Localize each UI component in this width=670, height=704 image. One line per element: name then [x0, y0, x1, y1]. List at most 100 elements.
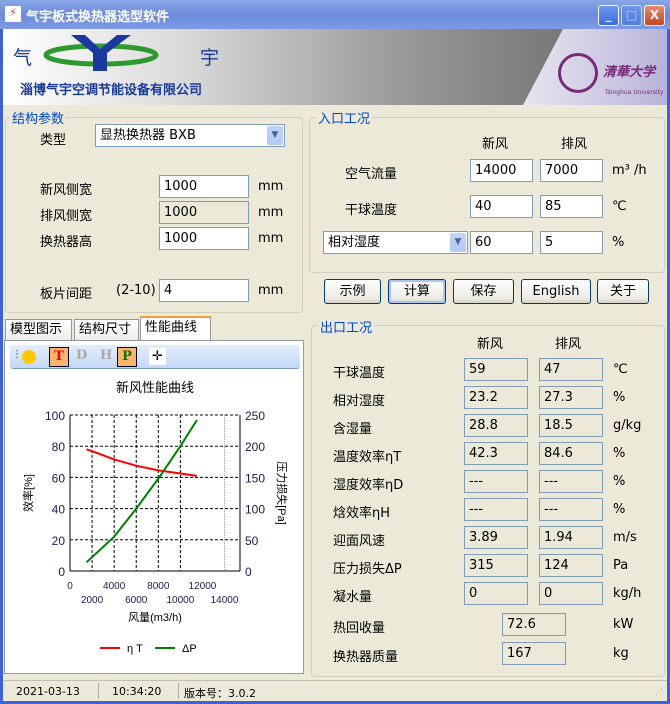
about-button[interactable]: 关于	[597, 279, 649, 304]
company-name: 淄博气宇空调节能设备有限公司	[20, 83, 203, 98]
status-version: 版本号：3.0.2	[184, 687, 256, 700]
outlet-exhaust-value: 0	[539, 582, 603, 605]
inlet-row-label: 干球温度	[345, 203, 398, 218]
outlet-col-exhaust: 排风	[555, 337, 582, 352]
x-tick-label: 2000	[81, 595, 104, 606]
performance-chart: 新风性能曲线 0 20 40 60 80 100 0 50 100 150 200 250 0 2000 40…	[21, 380, 289, 655]
type-label: 类型	[40, 133, 67, 148]
x-tick-label: 14000	[211, 595, 239, 606]
outlet-fresh-value: 28.8	[464, 414, 528, 437]
y-tick-label: 40	[52, 503, 66, 517]
tab-dimensions[interactable]: 结构尺寸	[74, 319, 139, 341]
inlet-group-title: 入口工况	[316, 108, 373, 127]
tab-performance[interactable]: 性能曲线	[140, 316, 211, 341]
structure-field-label: 换热器高	[40, 235, 93, 250]
inlet-col-fresh: 新风	[482, 137, 509, 152]
spacing-unit: mm	[258, 283, 284, 298]
outlet-fresh-value: 23.2	[464, 386, 528, 409]
outlet-fresh-value: ---	[464, 470, 528, 493]
status-time: 10:34:20	[112, 685, 162, 698]
save-button[interactable]: 保存	[453, 279, 514, 304]
outlet-exhaust-value: 47	[539, 358, 603, 381]
outlet-fresh-value: 0	[464, 582, 528, 605]
maximize-button[interactable]: □	[621, 5, 642, 26]
y2-axis-label: 压力损失[Pa]	[275, 461, 289, 525]
outlet-exhaust-value: 18.5	[539, 414, 603, 437]
inlet-humidity-unit: %	[612, 235, 625, 250]
sun-icon[interactable]	[22, 350, 36, 364]
outlet-row-unit: %	[613, 474, 626, 489]
outlet-row-unit: %	[613, 446, 626, 461]
outlet-group	[311, 325, 665, 677]
structure-field-input[interactable]: 1000	[159, 227, 249, 250]
tab-model[interactable]: 模型图示	[5, 319, 72, 341]
x-tick-label: 0	[67, 581, 73, 592]
inlet-fresh-input[interactable]: 40	[470, 195, 533, 218]
x-tick-label: 10000	[166, 595, 194, 606]
toggle-d-button[interactable]: D	[76, 348, 88, 363]
structure-field-input[interactable]: 1000	[159, 175, 249, 198]
inlet-humidity-fresh[interactable]: 60	[470, 231, 533, 254]
outlet-row-label: 含湿量	[333, 422, 373, 437]
outlet-total-value: 72.6	[502, 613, 566, 636]
outlet-fresh-value: ---	[464, 498, 528, 521]
x-tick-label: 8000	[147, 581, 170, 592]
chevron-down-icon: ▼	[267, 126, 283, 145]
outlet-fresh-value: 59	[464, 358, 528, 381]
y2-tick-label: 200	[245, 440, 265, 454]
humidity-type-select[interactable]: 相对湿度 ▼	[323, 231, 468, 254]
outlet-row-label: 相对湿度	[333, 394, 386, 409]
outlet-row-unit: m/s	[613, 530, 637, 545]
inlet-row-unit: m³ /h	[612, 163, 647, 178]
y2-tick-label: 50	[245, 534, 259, 548]
university-name: 清華大学	[603, 65, 656, 80]
y2-tick-label: 150	[245, 471, 265, 485]
legend-label: ΔP	[182, 643, 197, 655]
company-logo	[43, 35, 159, 71]
x-axis-label: 风量(m3/h)	[128, 611, 182, 624]
x-tick-label: 4000	[103, 581, 126, 592]
inlet-col-exhaust: 排风	[561, 137, 588, 152]
inlet-row-label: 空气流量	[345, 167, 398, 182]
outlet-total-value: 167	[502, 642, 566, 665]
structure-field-input: 1000	[159, 201, 249, 224]
outlet-exhaust-value: 84.6	[539, 442, 603, 465]
app-icon: ⚡	[5, 6, 21, 22]
tab-panel	[4, 340, 304, 674]
resize-grip-icon[interactable]: ⋰	[655, 687, 663, 696]
move-icon[interactable]: ✛	[149, 348, 166, 365]
inlet-fresh-input[interactable]: 14000	[470, 159, 533, 182]
type-select[interactable]: 显热换热器 BXB ▼	[95, 124, 285, 147]
y-tick-label: 0	[58, 565, 65, 579]
outlet-exhaust-value: 27.3	[539, 386, 603, 409]
structure-field-label: 排风侧宽	[40, 209, 93, 224]
outlet-row-label: 温度效率ηT	[333, 450, 402, 465]
outlet-row-label: 凝水量	[333, 590, 373, 605]
toggle-t-button[interactable]: T	[49, 347, 69, 367]
inlet-exhaust-input[interactable]: 7000	[540, 159, 603, 182]
outlet-row-unit: kg/h	[613, 586, 642, 601]
toggle-p-button[interactable]: P	[117, 347, 137, 367]
y2-tick-label: 250	[245, 409, 265, 423]
inlet-exhaust-input[interactable]: 85	[540, 195, 603, 218]
outlet-col-fresh: 新风	[477, 337, 504, 352]
example-button[interactable]: 示例	[324, 279, 381, 304]
minimize-button[interactable]: _	[598, 5, 619, 26]
y-axis-label: 效率[%]	[21, 474, 35, 512]
outlet-row-label: 换热器质量	[333, 650, 399, 665]
english-button[interactable]: English	[521, 279, 591, 304]
structure-field-unit: mm	[258, 179, 284, 194]
outlet-exhaust-value: ---	[539, 470, 603, 493]
spacing-input[interactable]: 4	[159, 279, 249, 302]
close-button[interactable]: X	[644, 5, 665, 26]
university-seal	[558, 53, 598, 93]
inlet-humidity-exhaust[interactable]: 5	[540, 231, 603, 254]
toggle-h-button[interactable]: H	[100, 348, 113, 363]
inlet-row-unit: ℃	[612, 199, 627, 214]
y-tick-label: 100	[45, 409, 65, 423]
x-tick-label: 12000	[189, 581, 217, 592]
outlet-row-unit: g/kg	[613, 418, 642, 433]
series-line-0	[86, 448, 198, 477]
calculate-button[interactable]: 计算	[388, 279, 446, 304]
outlet-exhaust-value: 1.94	[539, 526, 603, 549]
